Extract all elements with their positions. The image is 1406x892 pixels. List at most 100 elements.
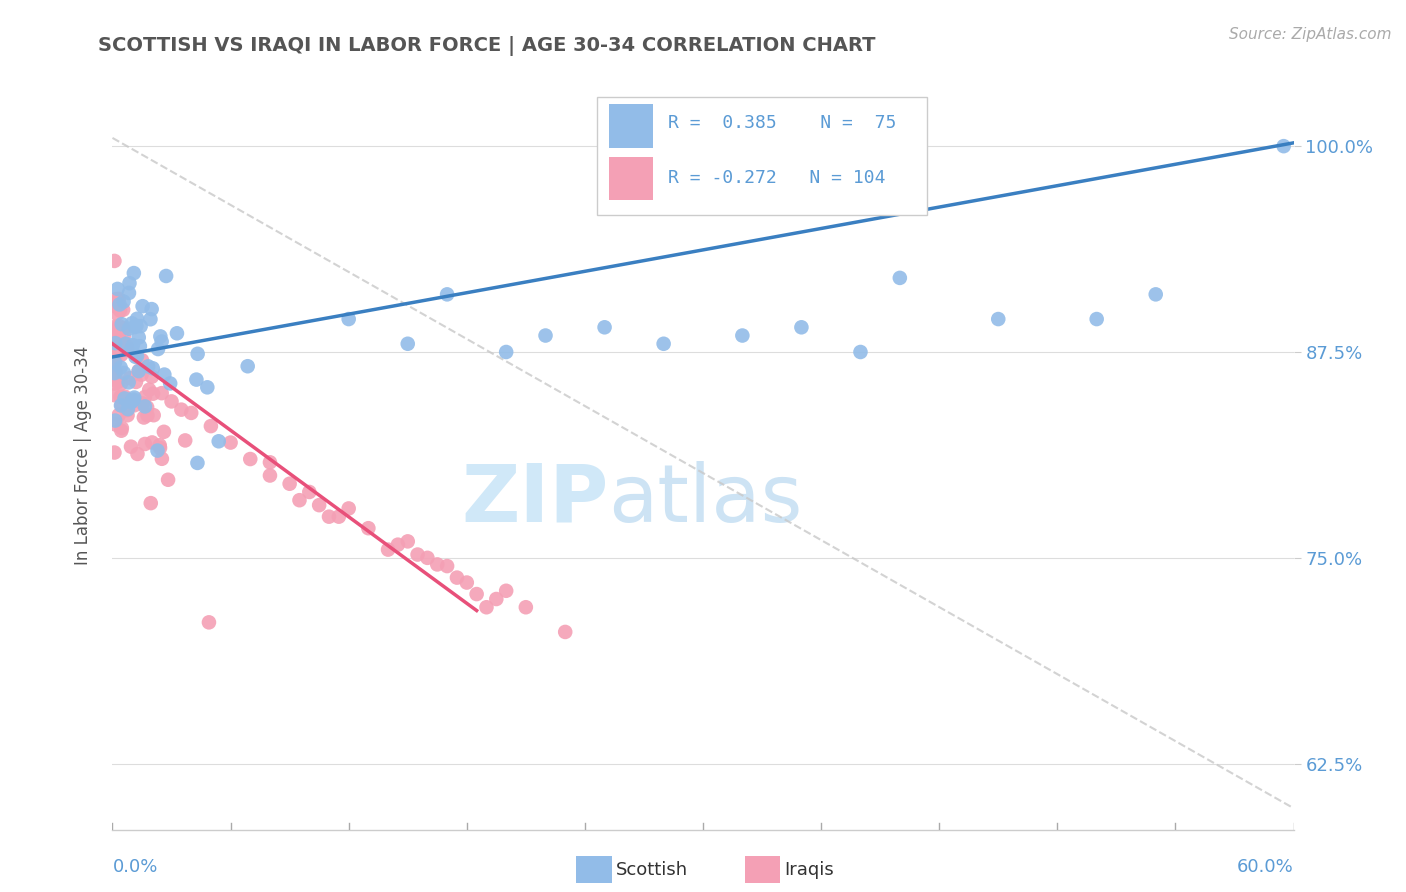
Point xyxy=(208,434,231,449)
Point xyxy=(141,369,163,384)
Point xyxy=(198,615,221,630)
Point xyxy=(129,319,152,334)
Point xyxy=(122,392,145,407)
Point xyxy=(118,285,141,300)
Text: Source: ZipAtlas.com: Source: ZipAtlas.com xyxy=(1229,27,1392,42)
Point xyxy=(298,485,321,500)
Point xyxy=(142,361,165,376)
Point xyxy=(103,365,125,379)
Point xyxy=(219,435,242,450)
Point xyxy=(396,534,419,549)
Point xyxy=(515,600,537,615)
Point xyxy=(114,392,136,406)
Point xyxy=(136,401,159,415)
Point xyxy=(105,307,128,321)
Point xyxy=(138,383,160,397)
Point xyxy=(318,509,340,524)
Point xyxy=(110,348,132,362)
Point xyxy=(377,542,399,557)
Point xyxy=(121,393,143,408)
Point xyxy=(239,452,262,467)
Point xyxy=(155,268,177,283)
Point xyxy=(125,349,148,363)
Point xyxy=(731,328,754,343)
Point xyxy=(195,380,218,394)
Point xyxy=(107,375,129,389)
Point xyxy=(112,321,135,335)
Point xyxy=(987,312,1010,326)
Point xyxy=(122,391,145,405)
Point xyxy=(465,587,488,601)
Point xyxy=(475,600,498,615)
Point xyxy=(118,371,141,385)
Point xyxy=(108,303,131,318)
Point xyxy=(114,390,136,404)
Point xyxy=(186,456,208,470)
Point xyxy=(107,282,129,296)
Point xyxy=(110,424,132,438)
Point xyxy=(124,320,146,334)
Point xyxy=(122,393,145,408)
Point xyxy=(104,417,127,432)
Point xyxy=(120,343,142,357)
Point xyxy=(328,509,350,524)
Point xyxy=(593,320,616,334)
Point xyxy=(446,571,468,585)
Point xyxy=(127,311,149,326)
Text: SCOTTISH VS IRAQI IN LABOR FORCE | AGE 30-34 CORRELATION CHART: SCOTTISH VS IRAQI IN LABOR FORCE | AGE 3… xyxy=(98,36,876,55)
Point xyxy=(149,441,172,455)
Point xyxy=(146,443,169,458)
Point xyxy=(259,468,281,483)
Point xyxy=(105,292,128,306)
Point xyxy=(128,330,150,344)
Point xyxy=(132,410,155,425)
Point xyxy=(105,300,128,314)
Point xyxy=(117,409,139,423)
Point xyxy=(149,329,172,343)
Point xyxy=(117,398,139,412)
Point xyxy=(103,336,125,351)
Point xyxy=(104,413,127,427)
Point xyxy=(1085,312,1108,326)
Point xyxy=(103,376,125,391)
Point xyxy=(495,345,517,359)
Point xyxy=(153,425,176,439)
Point xyxy=(456,575,478,590)
Point xyxy=(105,348,128,362)
Point xyxy=(110,398,132,412)
Point xyxy=(416,550,439,565)
Point xyxy=(149,438,172,452)
Point xyxy=(104,366,127,380)
Point xyxy=(134,390,156,404)
Point xyxy=(166,326,188,341)
Point xyxy=(136,359,159,374)
Point xyxy=(187,347,209,361)
Point xyxy=(308,498,330,512)
Point xyxy=(554,624,576,639)
Point xyxy=(112,294,135,309)
Point xyxy=(120,440,142,454)
Point xyxy=(142,408,165,422)
Point xyxy=(259,455,281,469)
FancyBboxPatch shape xyxy=(609,104,654,148)
Text: atlas: atlas xyxy=(609,461,803,539)
Point xyxy=(112,328,135,343)
Point xyxy=(118,276,141,290)
Text: R = -0.272   N = 104: R = -0.272 N = 104 xyxy=(668,169,884,186)
Point xyxy=(141,435,163,450)
Point xyxy=(180,406,202,420)
Point xyxy=(131,353,153,368)
Point xyxy=(103,254,125,268)
Point xyxy=(485,592,508,607)
Point xyxy=(112,366,135,380)
Point xyxy=(115,403,138,417)
Text: 60.0%: 60.0% xyxy=(1237,857,1294,876)
Point xyxy=(652,336,675,351)
Point xyxy=(849,345,872,359)
Point xyxy=(200,419,222,434)
Point xyxy=(103,445,125,459)
Text: 0.0%: 0.0% xyxy=(112,857,157,876)
Point xyxy=(1144,287,1167,301)
Point xyxy=(118,322,141,336)
Point xyxy=(108,297,131,311)
